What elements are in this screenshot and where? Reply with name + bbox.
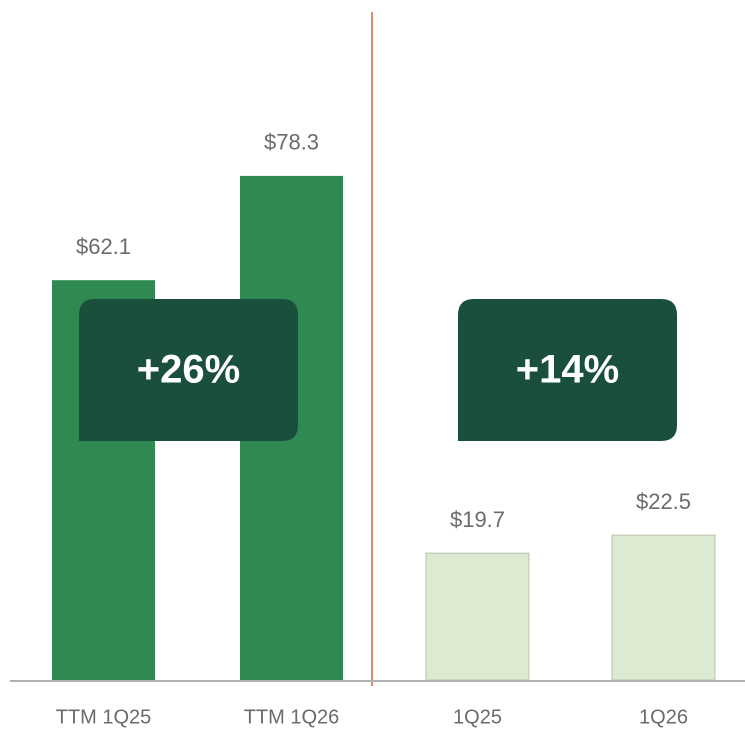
- annotation: +14%: [516, 348, 619, 392]
- value-label: $62.1: [76, 234, 131, 259]
- bar: [425, 552, 530, 681]
- annotation-box: [458, 299, 677, 441]
- value-label: $22.5: [636, 489, 691, 514]
- x-tick-label: 1Q25: [453, 706, 502, 728]
- x-tick-label: TTM 1Q26: [244, 706, 340, 728]
- x-tick-label: 1Q26: [639, 706, 688, 728]
- annotation-box: [79, 299, 298, 441]
- value-label: $78.3: [264, 130, 319, 155]
- annotation: +26%: [137, 348, 240, 392]
- x-tick-label: TTM 1Q25: [56, 706, 152, 728]
- bar: [611, 534, 716, 681]
- value-label: $19.7: [450, 507, 505, 532]
